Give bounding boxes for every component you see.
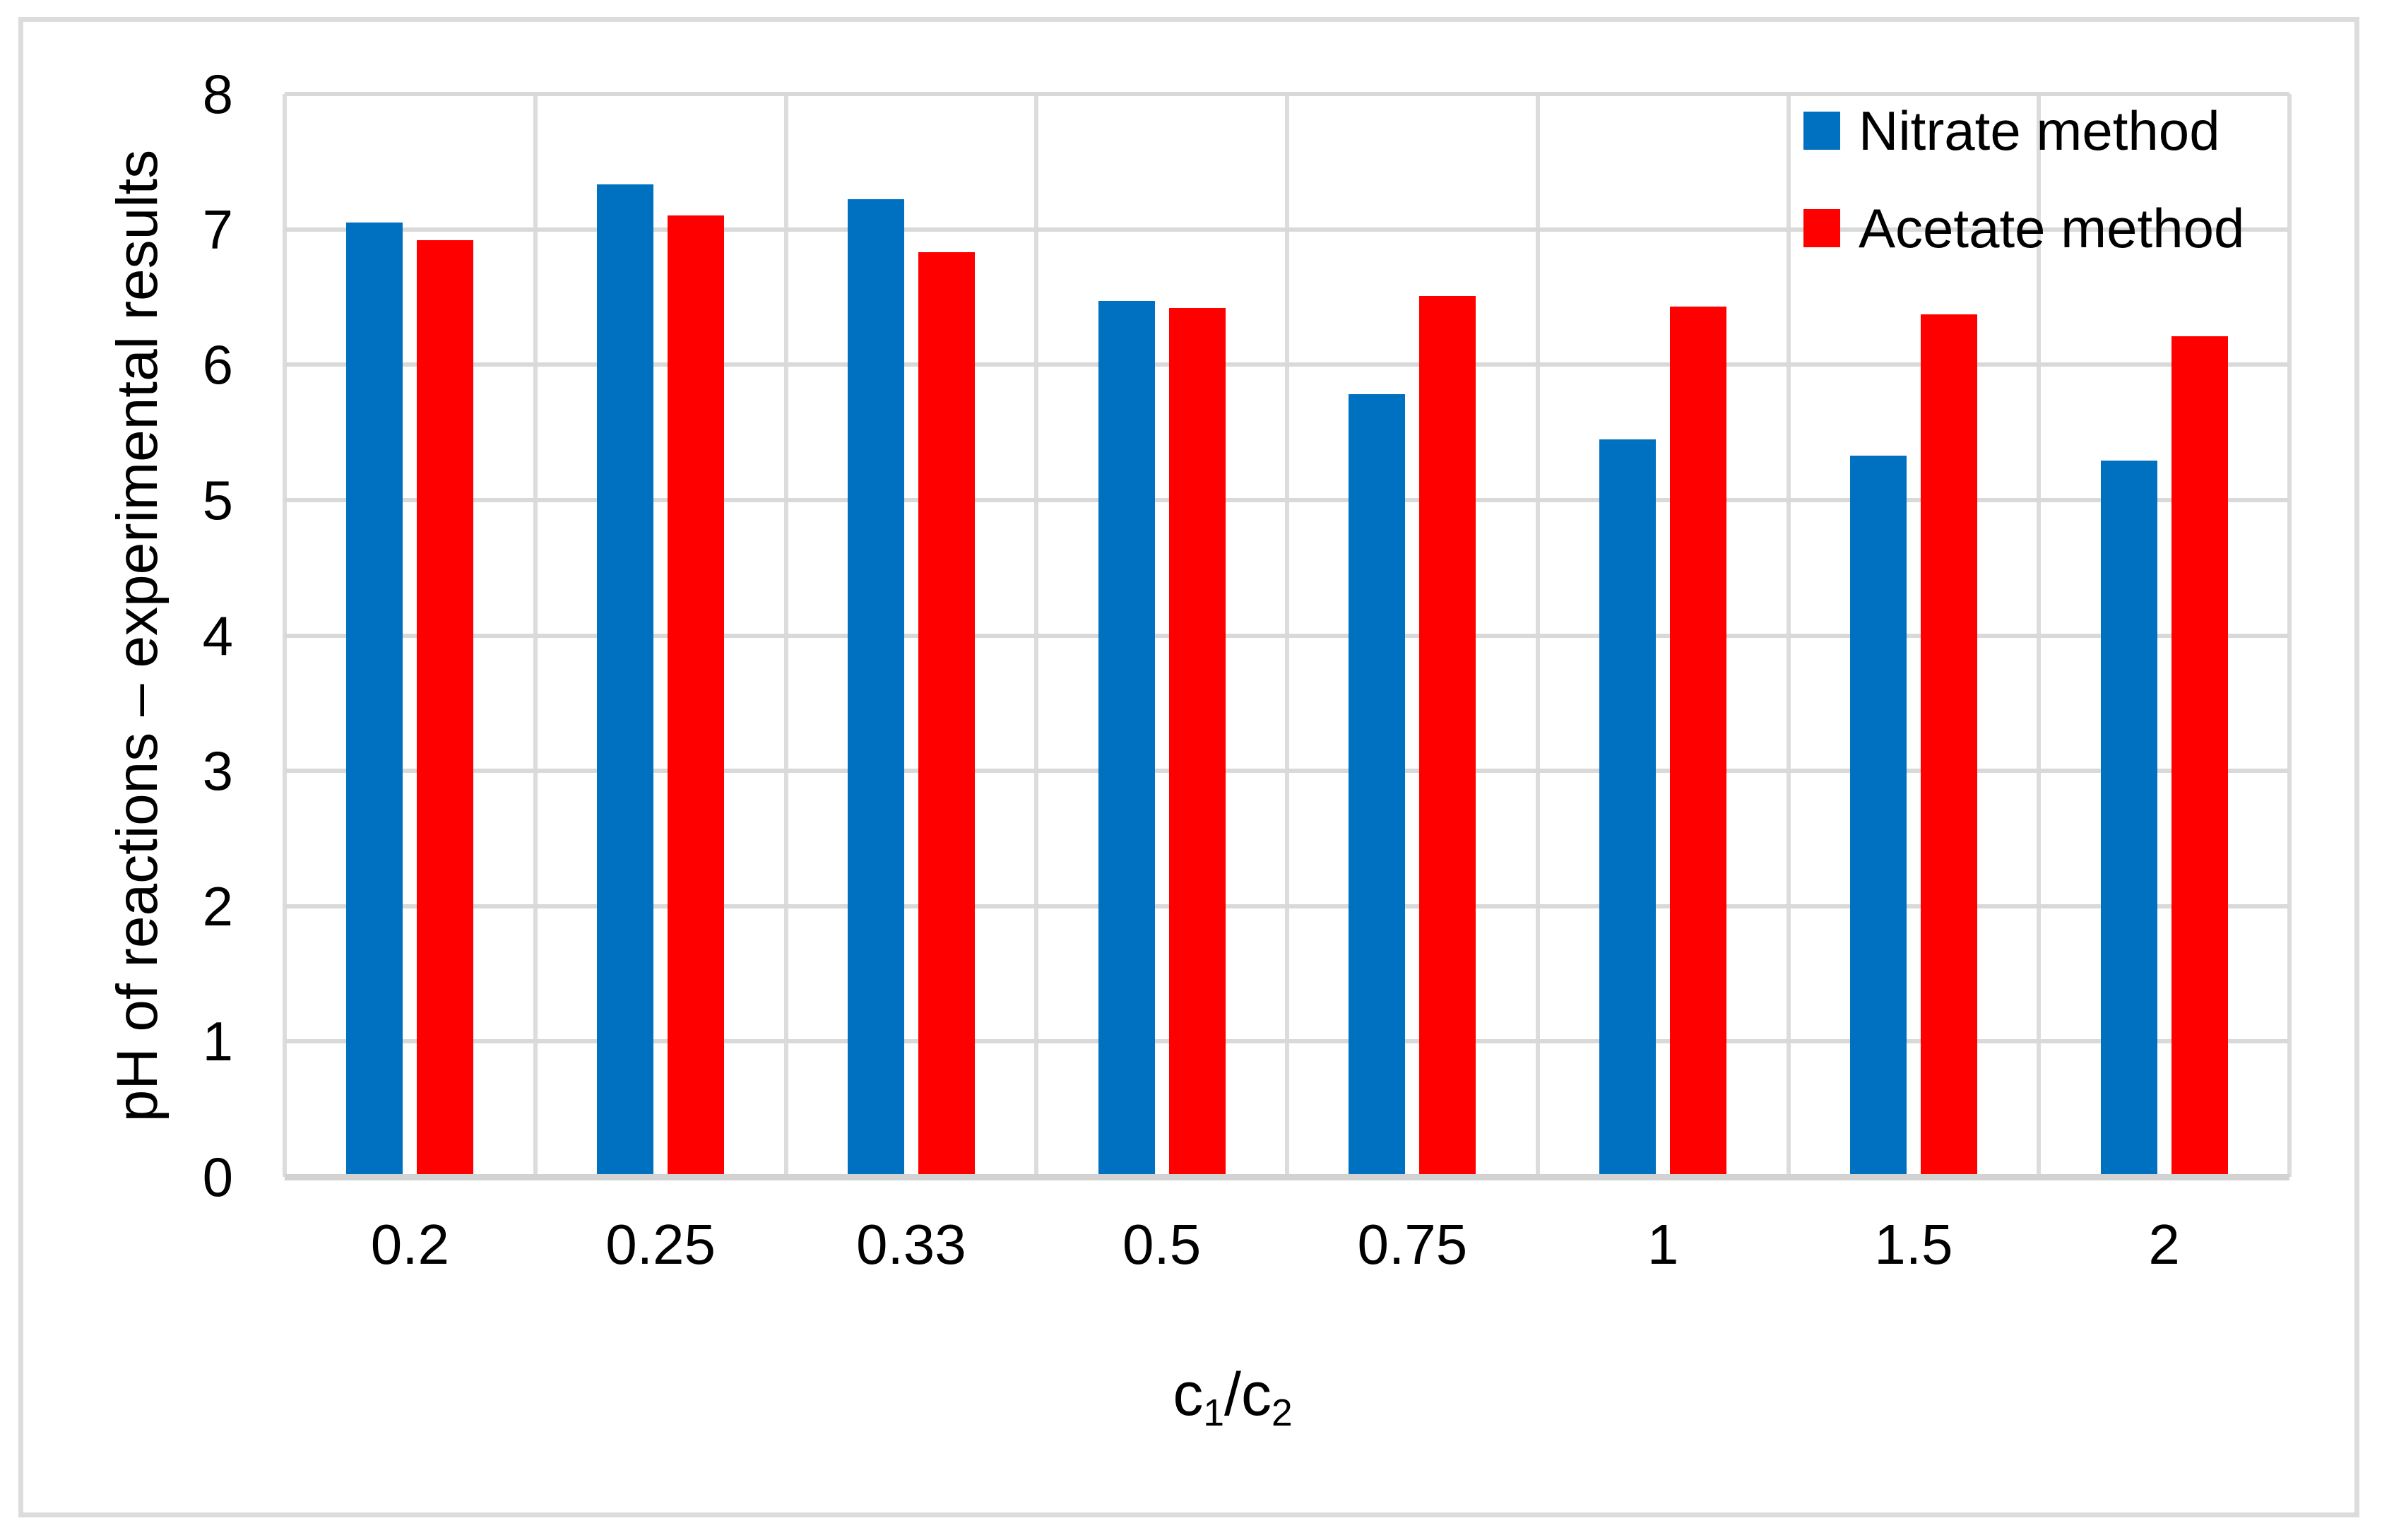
x-title-text: c (1173, 1361, 1204, 1428)
x-tick-label-0.25: 0.25 (605, 1213, 716, 1276)
bar-nitrate-0.75 (1349, 394, 1406, 1177)
y-tick-label-8: 8 (202, 63, 233, 125)
horizontal-gridline (285, 769, 2289, 774)
x-axis-title: c1/c2 (1173, 1360, 1292, 1434)
figure-border (18, 17, 2359, 1517)
y-tick-label-6: 6 (202, 333, 233, 396)
vertical-gridline (2287, 94, 2292, 1177)
horizontal-gridline (285, 633, 2289, 638)
bar-acetate-0.25 (668, 215, 725, 1177)
bar-nitrate-2 (2100, 461, 2157, 1177)
bar-acetate-2 (2171, 336, 2228, 1177)
x-tick-label-0.5: 0.5 (1122, 1213, 1202, 1276)
bar-nitrate-1 (1599, 439, 1657, 1177)
bar-acetate-0.5 (1168, 307, 1226, 1177)
bar-acetate-0.75 (1419, 295, 1476, 1177)
y-tick-label-5: 5 (202, 468, 233, 531)
plot-area (283, 92, 2292, 1180)
y-tick-label-3: 3 (202, 740, 233, 802)
y-tick-label-2: 2 (202, 875, 233, 937)
x-tick-label-2: 2 (2148, 1213, 2180, 1276)
x-title-subscript-2: 2 (1271, 1392, 1293, 1434)
horizontal-gridline (285, 227, 2289, 232)
horizontal-gridline (285, 904, 2289, 908)
x-tick-label-0.33: 0.33 (856, 1213, 966, 1276)
horizontal-gridline (285, 92, 2289, 96)
horizontal-gridline (285, 1039, 2289, 1044)
horizontal-gridline (285, 362, 2289, 367)
horizontal-gridline (285, 497, 2289, 502)
y-tick-label-7: 7 (202, 198, 233, 261)
bar-acetate-1 (1670, 306, 1727, 1177)
y-tick-label-1: 1 (202, 1010, 233, 1073)
bar-nitrate-1.5 (1849, 455, 1907, 1177)
bar-nitrate-0.2 (346, 223, 403, 1177)
bar-nitrate-0.5 (1098, 301, 1155, 1177)
bar-nitrate-0.33 (847, 199, 904, 1177)
bar-acetate-0.33 (918, 252, 975, 1177)
x-tick-label-1: 1 (1647, 1213, 1679, 1276)
x-title-subscript-1: 1 (1203, 1392, 1225, 1434)
x-title-text: /c (1224, 1361, 1272, 1428)
x-tick-label-0.75: 0.75 (1357, 1213, 1468, 1276)
x-axis-line (285, 1174, 2289, 1180)
y-tick-label-0: 0 (202, 1146, 233, 1208)
bar-acetate-1.5 (1920, 314, 1977, 1177)
y-axis-title: pH of reactions – experimental results (105, 149, 170, 1123)
bar-nitrate-0.25 (597, 184, 654, 1177)
x-tick-label-1.5: 1.5 (1874, 1213, 1953, 1276)
bar-acetate-0.2 (417, 239, 474, 1177)
y-tick-label-4: 4 (202, 604, 233, 667)
x-tick-label-0.2: 0.2 (370, 1213, 449, 1276)
